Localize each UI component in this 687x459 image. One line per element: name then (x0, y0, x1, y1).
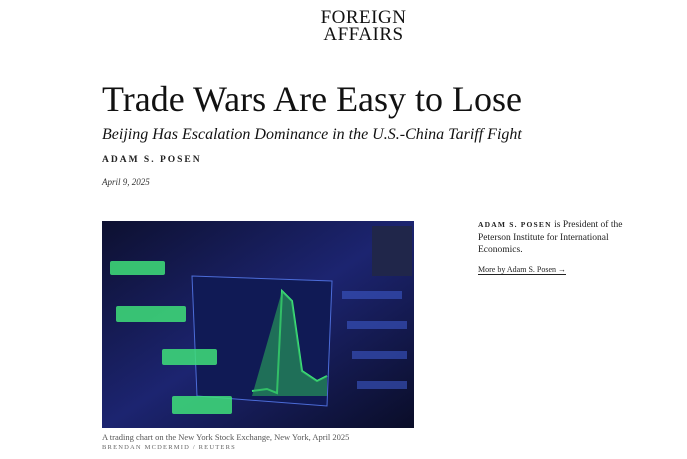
bio-text: is President of the Peterson Institute f… (478, 220, 623, 255)
photo-credit: Brendan McDermid / Reuters (102, 444, 236, 451)
article-date: April 9, 2025 (102, 177, 150, 187)
article-title: Trade Wars Are Easy to Lose (102, 79, 523, 119)
article-photo (102, 221, 414, 428)
logo-line-2: AFFAIRS (323, 24, 404, 45)
article-subtitle: Beijing Has Escalation Dominance in the … (102, 126, 522, 143)
more-by-author-link[interactable]: More by Adam S. Posen → (478, 265, 566, 274)
logo-line-1: FOREIGN (320, 7, 407, 28)
bio-author-name: Adam S. Posen (478, 220, 552, 229)
photo-caption: A trading chart on the New York Stock Ex… (102, 432, 350, 442)
article-author[interactable]: Adam S. Posen (102, 155, 202, 165)
author-bio: Adam S. Posen is President of the Peters… (478, 219, 628, 257)
foreign-affairs-logo[interactable]: FOREIGN AFFAIRS (0, 7, 687, 45)
